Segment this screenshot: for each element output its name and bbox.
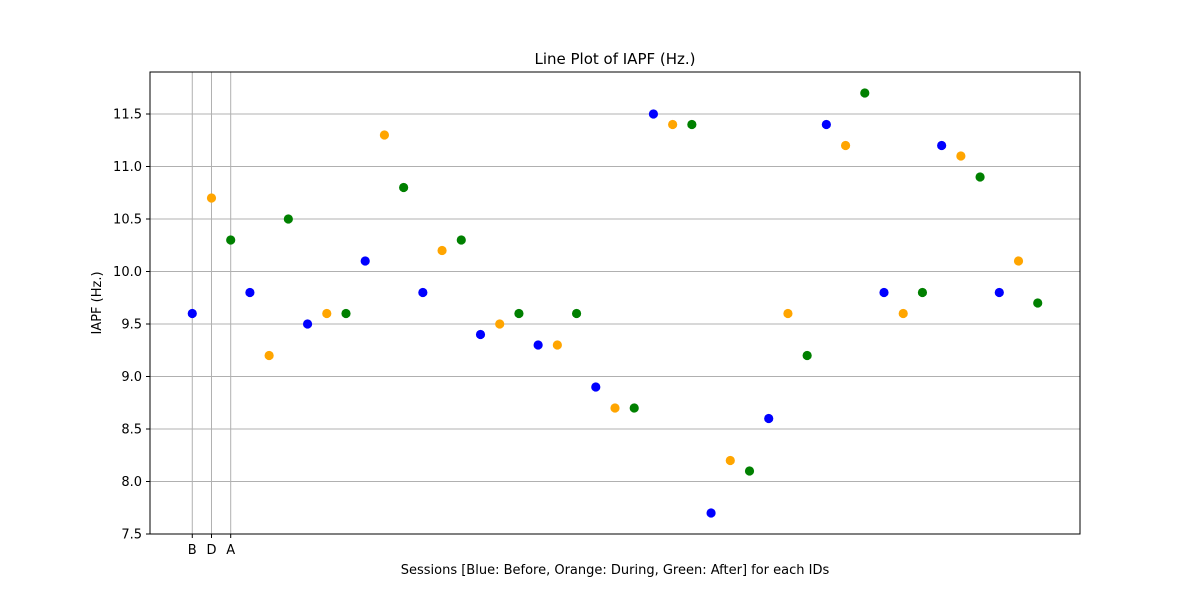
data-point-before [706,508,716,518]
y-tick-label: 7.5 [121,528,142,543]
y-tick-label: 11.5 [113,108,142,123]
x-tick-label: B [188,543,197,558]
y-tick-label: 10.5 [113,213,142,228]
data-point-during [725,455,735,466]
data-point-during [668,119,678,130]
data-point-before [994,287,1004,298]
data-point-after [744,466,755,476]
data-point-before [821,119,831,130]
plot-frame [149,71,1081,535]
data-point-before [418,287,428,298]
data-point-before [475,329,486,340]
y-tick-label: 9.5 [121,318,142,333]
data-point-before [302,319,313,329]
data-point-before [879,287,889,298]
data-point-during [1013,256,1024,266]
data-point-after [917,287,928,298]
data-point-during [840,140,851,151]
data-point-after [571,308,582,319]
data-point-after [456,235,466,245]
y-tick-label: 11.0 [113,160,142,175]
x-axis-label: Sessions [Blue: Before, Orange: During, … [401,563,830,578]
data-point-before [648,109,659,119]
data-point-after [341,308,351,319]
data-point-before [937,140,947,151]
data-point-before [533,340,543,350]
data-point-during [379,130,390,140]
ticks-layer: 7.5 8.0 8.5 9.0 9.5 10.0 10.5 11.0 11.5 B D A [113,108,235,559]
data-point-before [187,308,197,319]
y-tick-label: 8.0 [121,475,142,490]
data-point-after [860,88,870,98]
data-point-after [975,172,985,182]
data-point-during [322,308,332,319]
y-tick-label: 9.0 [121,370,142,385]
y-tick-label: 8.5 [121,423,142,438]
data-point-after [802,350,812,361]
data-point-during [437,245,447,256]
data-point-during [956,151,966,161]
data-point-after [1033,298,1043,308]
data-point-before [360,256,370,266]
data-point-before [591,382,601,392]
points-layer [187,88,1043,518]
data-point-during [610,403,620,413]
data-point-after [514,308,524,319]
data-point-during [898,308,908,319]
data-point-before [245,287,255,298]
x-tick-label: A [226,543,235,558]
grid-layer [150,72,1080,535]
data-point-during [495,319,505,329]
data-point-after [226,235,236,245]
data-point-during [783,308,793,319]
chart-title: Line Plot of IAPF (Hz.) [534,50,695,68]
y-tick-label: 10.0 [113,265,142,280]
data-point-during [552,340,562,350]
data-point-before [764,413,774,424]
y-axis-label: IAPF (Hz.) [90,271,105,334]
data-point-during [264,350,274,361]
data-point-during [206,193,217,203]
x-tick-label: D [206,543,216,558]
data-point-after [399,182,409,193]
data-point-after [283,214,293,224]
data-point-after [687,119,697,130]
data-point-after [629,403,639,413]
